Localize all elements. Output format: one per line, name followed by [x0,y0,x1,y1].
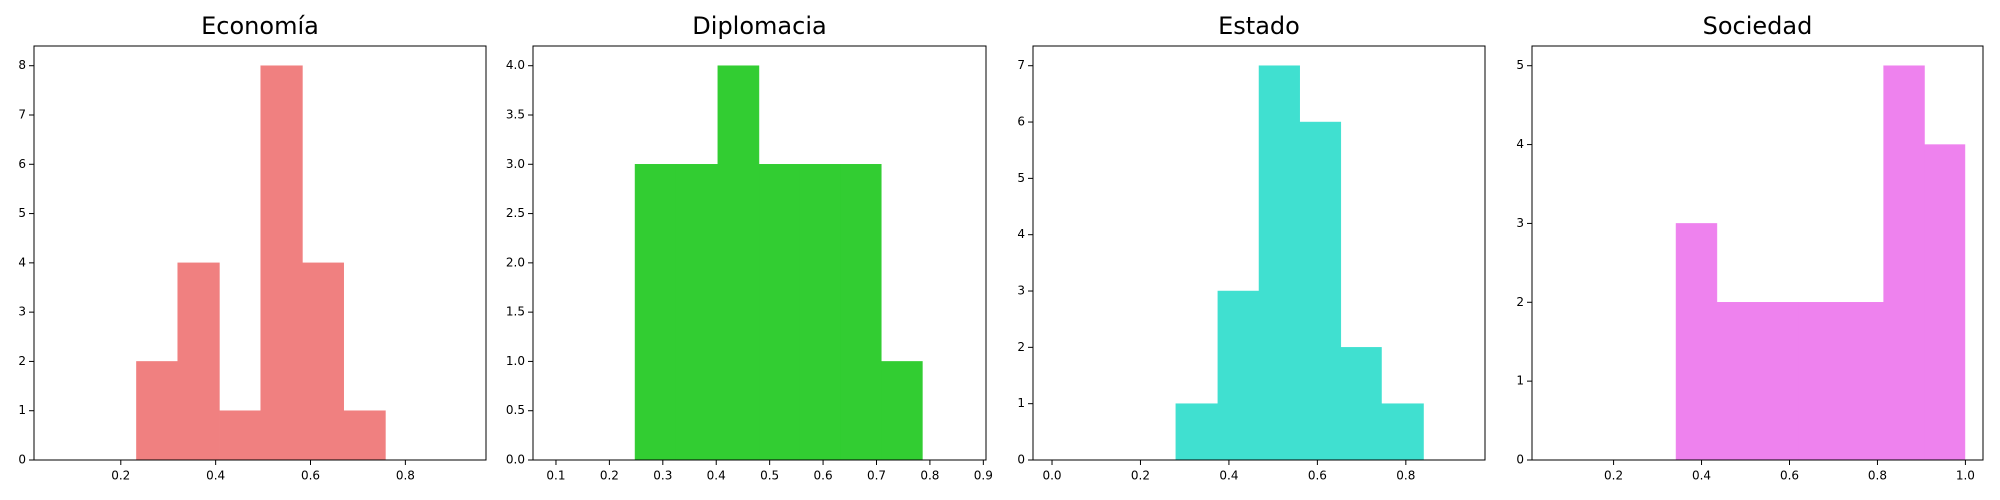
bar [136,361,178,461]
y-tick-label: 1 [18,403,26,417]
x-tick-label: 0.7 [867,469,886,483]
y-tick-label: 4 [1516,137,1524,151]
chart-title: Estado [1218,12,1300,40]
y-tick-label: 7 [1017,58,1025,72]
y-tick-label: 0.0 [506,453,525,467]
y-tick-label: 5 [18,206,26,220]
x-tick-label: 0.0 [1042,469,1061,483]
x-tick-label: 0.9 [974,469,993,483]
bar [1883,65,1925,461]
x-tick-label: 0.1 [546,469,565,483]
y-tick-label: 2.5 [506,206,525,220]
bar [1798,302,1840,461]
y-tick-label: 3 [18,305,26,319]
x-tick-label: 0.5 [760,469,779,483]
y-tick-label: 1.0 [506,354,525,368]
x-tick-label: 1.0 [1956,469,1975,483]
bar [1924,144,1966,461]
chart-title: Sociedad [1703,12,1813,40]
y-tick-label: 3 [1516,216,1524,230]
x-tick-label: 0.8 [1396,469,1415,483]
y-tick-label: 2 [1516,295,1524,309]
x-tick-label: 0.6 [301,469,320,483]
chart-title: Diplomacia [692,12,826,40]
y-tick-label: 3 [1017,284,1025,298]
bar [634,164,677,461]
bar [1340,347,1382,461]
bar [840,164,882,461]
x-tick-label: 0.6 [814,469,833,483]
y-tick-label: 4.0 [506,58,525,72]
y-tick-label: 3.5 [506,108,525,122]
x-tick-label: 0.2 [1131,469,1150,483]
y-tick-label: 1 [1017,396,1025,410]
chart-title: Economía [201,12,319,40]
bar [1716,302,1759,461]
x-tick-label: 0.3 [653,469,672,483]
y-tick-label: 0 [1017,453,1025,467]
x-tick-label: 0.6 [1308,469,1327,483]
bar [675,164,719,461]
bar [799,164,841,461]
y-tick-label: 2.0 [506,255,525,269]
bar [1175,403,1219,461]
y-tick-label: 1.5 [506,305,525,319]
y-tick-label: 4 [1017,227,1025,241]
bar [1299,121,1342,461]
y-tick-label: 6 [1017,115,1025,129]
bar [1258,65,1300,461]
bar [717,65,760,461]
y-tick-label: 7 [18,108,26,122]
y-tick-label: 2 [18,354,26,368]
y-tick-label: 0 [18,453,26,467]
bar [1757,302,1799,461]
x-tick-label: 0.4 [707,469,726,483]
bar [1217,290,1260,461]
bar [302,262,344,461]
x-tick-label: 0.4 [206,469,225,483]
axes-frame [1531,45,1984,461]
y-tick-label: 3.0 [506,157,525,171]
x-tick-label: 0.8 [920,469,939,483]
x-tick-label: 0.8 [1868,469,1887,483]
axes-frame [532,45,987,461]
axes-frame [1032,45,1486,461]
bar [1839,302,1884,461]
bar [1381,403,1424,461]
y-tick-label: 2 [1017,340,1025,354]
y-tick-label: 8 [18,58,26,72]
axes-frame [33,45,487,461]
y-tick-label: 0 [1516,453,1524,467]
bar [343,410,386,461]
y-tick-label: 4 [18,255,26,269]
bar [177,262,220,461]
bar [219,410,261,461]
x-tick-label: 0.6 [1780,469,1799,483]
y-tick-label: 6 [18,157,26,171]
bar [260,65,303,461]
y-tick-label: 5 [1017,171,1025,185]
bar [1675,223,1718,461]
bar [758,164,800,461]
bar [881,361,923,461]
y-tick-label: 0.5 [506,403,525,417]
y-tick-label: 1 [1516,374,1524,388]
x-tick-label: 0.4 [1219,469,1238,483]
x-tick-label: 0.8 [396,469,415,483]
x-tick-label: 0.4 [1692,469,1711,483]
x-tick-label: 0.2 [600,469,619,483]
x-tick-label: 0.2 [111,469,130,483]
y-tick-label: 5 [1516,58,1524,72]
x-tick-label: 0.2 [1604,469,1623,483]
